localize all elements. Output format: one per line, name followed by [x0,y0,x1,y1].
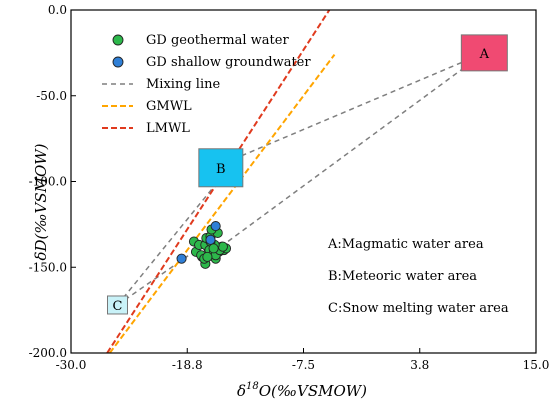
region-box-c [107,295,128,315]
region-annotations: A:Magmatic water area B:Meteoric water ar… [327,237,509,316]
water-lines [106,9,336,354]
x-tick-label: 3.8 [410,358,429,372]
region-label-b: B [216,162,226,177]
lmwl-line [106,9,331,354]
x-axis-title-rest: O(‰VSMOW) [259,382,367,400]
region-box-b [198,148,244,188]
y-axis-title: δD(‰VSMOW) [32,143,50,260]
data-points [176,221,232,269]
shallow-groundwater-point [205,234,216,245]
x-tick-label: -30.0 [56,358,87,372]
geothermal-water-point [208,243,219,254]
legend-label: Mixing line [146,77,220,92]
region-annotation: A:Magmatic water area [327,237,484,252]
y-tick-label: -200.0 [29,346,67,360]
gmwl-line [108,53,336,354]
y-tick-label: -150.0 [29,260,67,274]
x-tick-label: -18.8 [172,358,203,372]
y-tick-label: -50.0 [36,89,67,103]
y-tick-label: -100.0 [29,175,67,189]
legend: GD geothermal water GD shallow groundwate… [102,33,311,136]
mixing-line-segment [116,177,222,306]
legend-label: LMWL [146,121,190,136]
x-axis-title-sup: 18 [246,381,259,392]
region-boxes: A B C [107,34,508,315]
x-axis-title: δ18O(‰VSMOW) [237,381,367,400]
x-tick-label: 15.0 [523,358,550,372]
shallow-groundwater-point [176,253,187,264]
legend-label: GD shallow groundwater [146,55,311,70]
legend-label: GD geothermal water [146,33,289,48]
x-axis-title-base: δ [237,382,246,400]
mixing-line-segment [241,52,485,157]
geothermal-water-point [202,251,213,263]
region-box-a [460,34,508,72]
region-annotation: B:Meteoric water area [328,269,477,284]
region-annotation: C:Snow melting water area [328,301,509,316]
axes: -30.0 -18.8 -7.5 3.8 15.0 0.0 -50.0 -100.0 -150.… [29,3,550,372]
mixing-line-segment [220,52,485,248]
mixing-line-segment [117,232,222,306]
legend-marker [112,56,124,68]
y-tick-label: 0.0 [48,3,67,17]
mixing-lines [116,52,485,306]
legend-label: GMWL [146,99,192,114]
region-label-a: A [479,47,490,62]
legend-marker [112,34,124,46]
shallow-groundwater-point [210,221,221,232]
region-label-c: C [113,299,123,314]
x-tick-label: -7.5 [292,358,315,372]
geothermal-water-point [217,241,228,252]
